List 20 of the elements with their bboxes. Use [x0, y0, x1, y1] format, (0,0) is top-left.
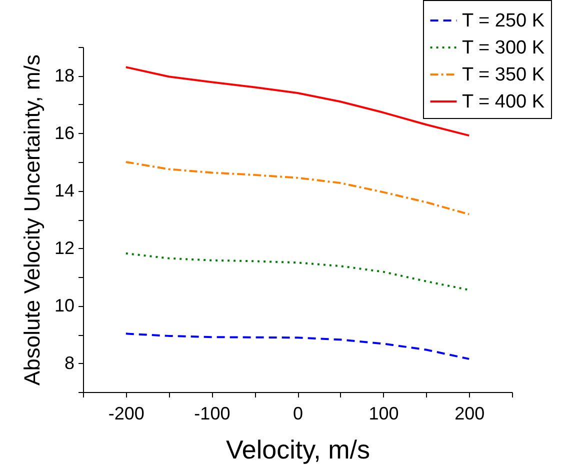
y-tick-label: 8 [64, 352, 74, 373]
x-axis-title: Velocity, m/s [226, 434, 370, 464]
x-tick-label: -200 [108, 404, 144, 424]
legend-label: T = 250 K [462, 10, 545, 32]
x-tick-label: 200 [454, 404, 485, 424]
y-tick-label: 10 [54, 295, 74, 316]
legend-label: T = 300 K [462, 38, 545, 58]
x-tick-label: 0 [292, 404, 304, 424]
line-series [124, 252, 470, 291]
y-tick-label: 18 [54, 65, 74, 86]
line-series [124, 161, 470, 216]
legend-label: T = 400 K [462, 92, 545, 112]
y-tick-label: 14 [54, 180, 74, 200]
legend-label: T = 350 K [462, 64, 545, 86]
line-series [124, 332, 470, 360]
y-axis-title: Absolute Velocity Uncertainty, m/s [19, 54, 44, 386]
x-tick-label: -100 [194, 404, 230, 424]
x-tick-label: 100 [368, 404, 399, 424]
y-tick-label: 16 [54, 122, 74, 143]
y-tick-label: 12 [54, 238, 74, 258]
